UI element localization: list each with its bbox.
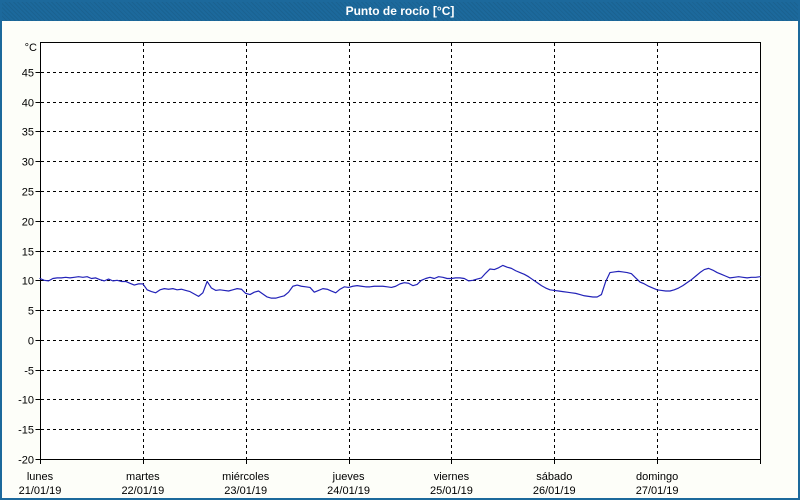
plot-border: [40, 42, 761, 460]
x-day-date-label: 25/01/19: [430, 485, 473, 497]
x-day-name-label: domingo: [636, 471, 678, 483]
y-tick-label: 10: [22, 276, 34, 288]
axis-ticks: [35, 72, 761, 464]
y-tick-label: -15: [18, 425, 34, 437]
x-day-date-label: 22/01/19: [121, 485, 164, 497]
x-day-name-label: sábado: [536, 471, 572, 483]
x-day-date-label: 21/01/19: [19, 485, 62, 497]
dew-point-line: [39, 264, 761, 299]
x-day-date-label: 24/01/19: [327, 485, 370, 497]
window-title: Punto de rocío [°C]: [345, 4, 455, 18]
y-axis-unit-label: °C: [25, 42, 37, 54]
x-day-date-label: 26/01/19: [533, 485, 576, 497]
y-tick-label: 25: [22, 187, 34, 199]
y-tick-label: 30: [22, 157, 34, 169]
y-tick-label: -10: [18, 395, 34, 407]
window-title-bar[interactable]: Punto de rocío [°C]: [2, 2, 798, 21]
y-tick-label: 0: [28, 336, 34, 348]
y-tick-label: 5: [28, 306, 34, 318]
x-day-name-label: lunes: [27, 471, 54, 483]
x-day-name-label: viernes: [434, 471, 470, 483]
chart-area: 45 40 35 30 25 20 15 10 5 0 -5 -10 -15 -20 °C lunes 21/0…: [2, 21, 798, 498]
x-day-date-label: 27/01/19: [636, 485, 679, 497]
y-tick-label: 45: [22, 68, 34, 80]
y-tick-label: 20: [22, 217, 34, 229]
y-tick-label: -5: [24, 366, 34, 378]
x-day-name-label: martes: [126, 471, 160, 483]
x-day-labels: lunes 21/01/19 martes 22/01/19 miércoles 23/0…: [19, 471, 679, 497]
x-day-name-label: miércoles: [222, 471, 270, 483]
y-tick-label: 35: [22, 127, 34, 139]
x-day-date-label: 23/01/19: [224, 485, 267, 497]
dew-point-chart: 45 40 35 30 25 20 15 10 5 0 -5 -10 -15 -20 °C lunes 21/0…: [18, 42, 761, 497]
y-tick-labels: 45 40 35 30 25 20 15 10 5 0 -5 -10 -15 -20 °C: [18, 42, 37, 467]
x-day-name-label: jueves: [332, 471, 365, 483]
y-tick-label: -20: [18, 455, 34, 467]
y-tick-label: 15: [22, 247, 34, 259]
y-tick-label: 40: [22, 98, 34, 110]
